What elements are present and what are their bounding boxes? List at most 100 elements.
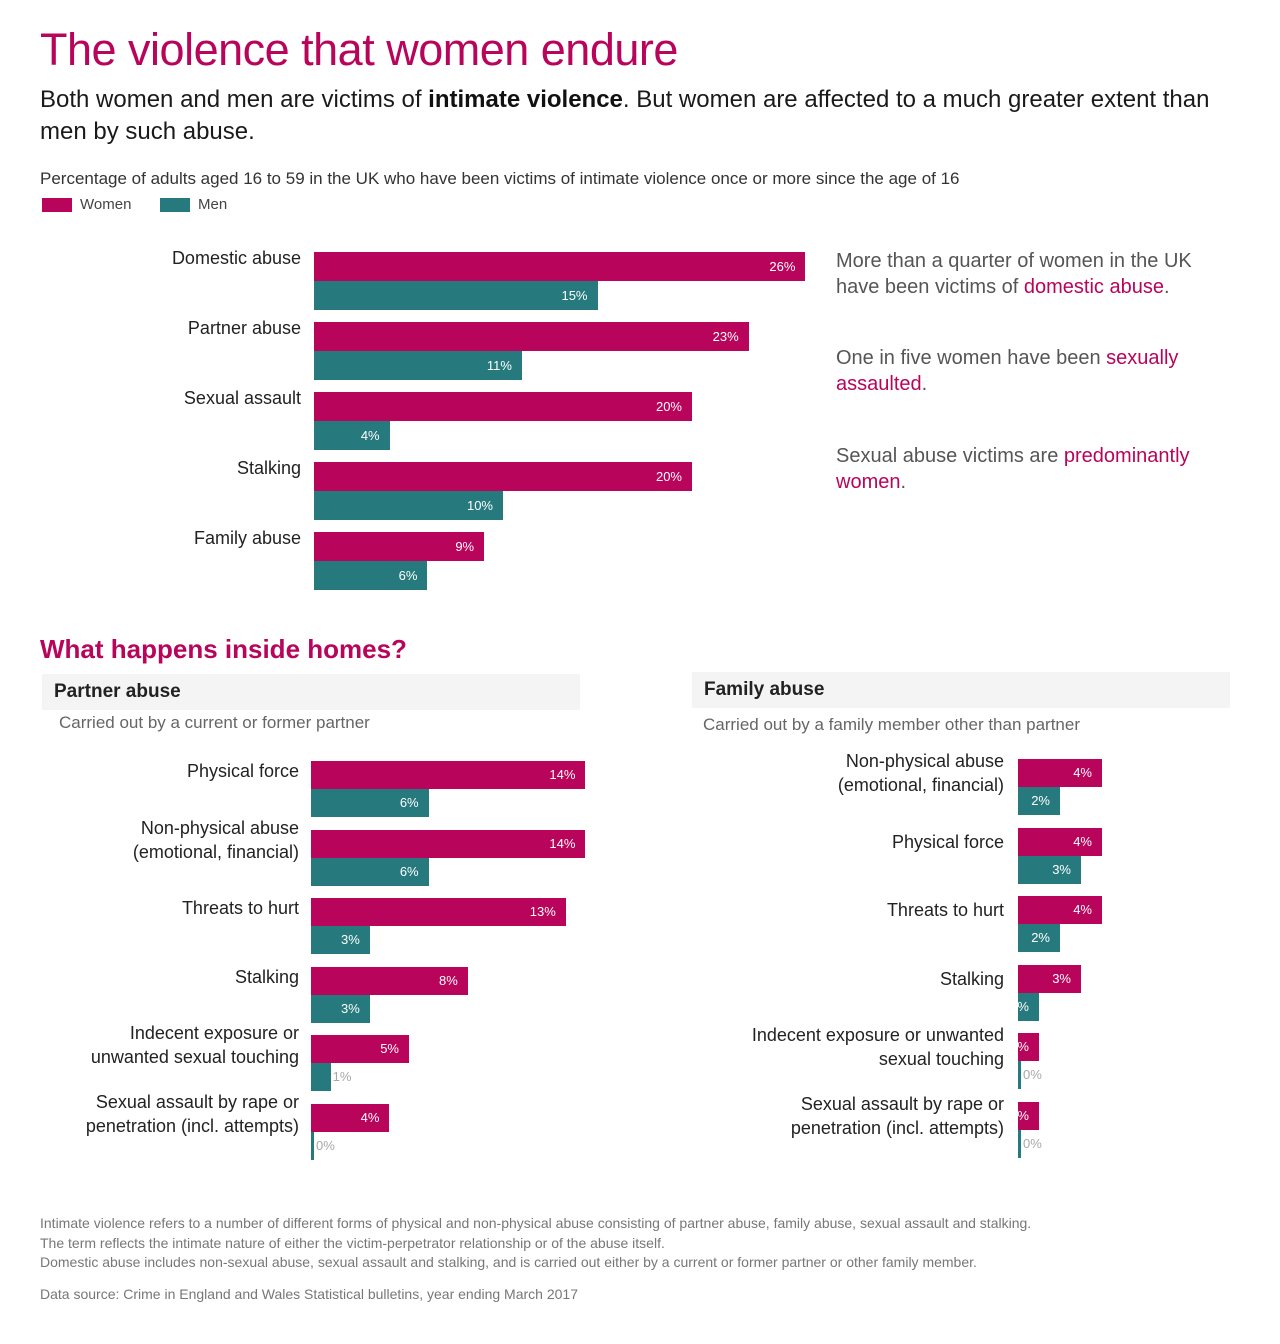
- value-label-women-physical-force: 4%: [1073, 833, 1092, 849]
- category-label-sexual-assault: Sexual assault: [183, 388, 301, 408]
- value-label-men-non-physical-abuse-emotional-financial: 6%: [399, 863, 419, 879]
- bar-women-threats-to-hurt: [1018, 896, 1102, 924]
- category-label-indecent-exposure-or-unwanted-sexual-touching: Indecent exposure or unwanted sexual touc…: [751, 1025, 1004, 1069]
- bar-men-stalking: [1018, 992, 1039, 1021]
- bar-men-partner-abuse: [314, 351, 522, 380]
- note-text-end: .: [900, 471, 907, 493]
- value-label-men-physical-force: 3%: [1052, 861, 1071, 877]
- value-label-women-sexual-assault-by-rape-or-penetration-incl-attempts: 4%: [360, 1109, 380, 1125]
- legend-swatch-men: [160, 197, 190, 212]
- panel-title-family-abuse: Family abuse: [692, 672, 1230, 708]
- subtitle-after: . But women are affected to a much great…: [40, 86, 1210, 145]
- footnotes: Intimate violence refers to a number of …: [40, 1214, 1031, 1273]
- value-label-women-indecent-exposure-or-unwanted-sexual-touching: 1%: [1010, 1039, 1029, 1054]
- data-source: Data source: Crime in England and Wales …: [40, 1286, 578, 1302]
- bar-men-physical-force: [311, 789, 429, 817]
- section-title: What happens inside homes?: [40, 634, 407, 664]
- value-label-women-threats-to-hurt: 4%: [1073, 902, 1092, 917]
- category-label-sexual-assault-by-rape-or-penetration-incl-attempts: Sexual assault by rape or penetration (in…: [790, 1093, 1004, 1138]
- category-label-stalking: Stalking: [236, 458, 301, 478]
- legend-label-men: Men: [198, 196, 228, 213]
- value-label-women-stalking: 20%: [655, 469, 682, 484]
- value-label-women-sexual-assault-by-rape-or-penetration-incl-attempts: 1%: [1010, 1107, 1029, 1123]
- bar-women-stalking: [314, 462, 692, 491]
- value-label-women-non-physical-abuse-emotional-financial: 4%: [1073, 765, 1092, 780]
- note-text: More than a quarter of women in the UK h…: [836, 250, 1192, 298]
- note-text-end: .: [921, 373, 928, 395]
- chart-description: Percentage of adults aged 16 to 59 in th…: [40, 169, 960, 188]
- bar-men-non-physical-abuse-emotional-financial: [1018, 787, 1060, 815]
- subtitle-emphasis: intimate violence: [428, 86, 623, 113]
- bar-men-sexual-assault-by-rape-or-penetration-incl-attempts: [311, 1131, 314, 1160]
- bar-women-stalking: [1018, 964, 1081, 993]
- value-label-men-domestic-abuse: 15%: [561, 288, 588, 303]
- note-highlight: predominantly women: [836, 445, 1190, 493]
- value-label-men-threats-to-hurt: 2%: [1031, 930, 1050, 945]
- panel-subtitle-partner-abuse: Carried out by a current or former partn…: [59, 713, 370, 732]
- bar-women-partner-abuse: [314, 322, 749, 351]
- bar-men-sexual-assault-by-rape-or-penetration-incl-attempts: [1018, 1129, 1021, 1158]
- value-label-women-family-abuse: 9%: [455, 539, 475, 554]
- bar-men-family-abuse: [314, 561, 428, 590]
- subtitle-before: Both women and men are victims of: [40, 86, 429, 113]
- bar-men-stalking: [311, 994, 370, 1023]
- value-label-women-non-physical-abuse-emotional-financial: 14%: [549, 835, 576, 851]
- note-predominantly-women: Sexual abuse victims are predominantly w…: [836, 443, 1216, 495]
- bar-men-domestic-abuse: [314, 281, 598, 310]
- value-label-men-non-physical-abuse-emotional-financial: 2%: [1031, 793, 1050, 808]
- bar-women-physical-force: [1018, 827, 1102, 856]
- page-subtitle: Both women and men are victims of intima…: [40, 84, 1220, 148]
- value-label-men-stalking: 3%: [341, 1000, 360, 1016]
- value-label-men-stalking: 1%: [1010, 998, 1029, 1014]
- category-label-physical-force: Physical force: [186, 761, 299, 781]
- bar-women-family-abuse: [314, 532, 485, 561]
- panel-subtitle-family-abuse: Carried out by a family member other tha…: [703, 715, 1081, 734]
- note-sexual-assault: One in five women have been sexually ass…: [836, 345, 1216, 397]
- bar-men-physical-force: [1018, 855, 1081, 884]
- note-text-end: .: [1163, 276, 1170, 298]
- bar-men-indecent-exposure-or-unwanted-sexual-touching: [1018, 1061, 1021, 1089]
- note-highlight: sexually assaulted: [836, 347, 1179, 395]
- value-label-men-sexual-assault: 4%: [360, 428, 380, 443]
- value-label-women-physical-force: 14%: [549, 767, 576, 782]
- value-label-men-threats-to-hurt: 3%: [341, 932, 360, 947]
- bar-women-sexual-assault-by-rape-or-penetration-incl-attempts: [1018, 1101, 1039, 1130]
- page-title: The violence that women endure: [40, 24, 678, 75]
- value-label-men-indecent-exposure-or-unwanted-sexual-touching: 0%: [1023, 1067, 1042, 1082]
- bar-women-stalking: [311, 966, 468, 995]
- category-label-physical-force: Physical force: [891, 831, 1004, 852]
- category-label-family-abuse: Family abuse: [193, 528, 301, 548]
- value-label-women-stalking: 8%: [439, 972, 458, 988]
- legend-item-men: Men: [160, 196, 227, 213]
- value-label-women-indecent-exposure-or-unwanted-sexual-touching: 5%: [380, 1041, 399, 1056]
- value-label-men-stalking: 10%: [466, 498, 493, 513]
- bar-men-indecent-exposure-or-unwanted-sexual-touching: [311, 1063, 331, 1091]
- bar-women-non-physical-abuse-emotional-financial: [1018, 759, 1102, 787]
- bar-women-threats-to-hurt: [311, 898, 566, 926]
- category-label-threats-to-hurt: Threats to hurt: [181, 898, 299, 918]
- note-text: Sexual abuse victims are: [836, 445, 1064, 467]
- category-label-domestic-abuse: Domestic abuse: [171, 248, 301, 268]
- category-label-threats-to-hurt: Threats to hurt: [886, 900, 1004, 920]
- bar-women-indecent-exposure-or-unwanted-sexual-touching: [1018, 1033, 1039, 1061]
- value-label-men-family-abuse: 6%: [398, 568, 418, 583]
- bar-men-threats-to-hurt: [311, 926, 370, 954]
- value-label-men-sexual-assault-by-rape-or-penetration-incl-attempts: 0%: [316, 1137, 335, 1153]
- category-label-stalking: Stalking: [234, 966, 299, 987]
- footnote-line: Domestic abuse includes non-sexual abuse…: [40, 1254, 977, 1270]
- value-label-men-partner-abuse: 11%: [486, 358, 512, 373]
- bar-women-physical-force: [311, 761, 586, 789]
- category-label-non-physical-abuse-emotional-financial: Non-physical abuse (emotional, financial): [132, 817, 299, 862]
- legend-label-women: Women: [80, 196, 132, 213]
- category-label-partner-abuse: Partner abuse: [187, 318, 301, 338]
- bar-men-non-physical-abuse-emotional-financial: [311, 857, 429, 886]
- category-label-indecent-exposure-or-unwanted-sexual-touching: Indecent exposure or unwanted sexual touc…: [90, 1023, 299, 1067]
- value-label-women-sexual-assault: 20%: [655, 399, 682, 414]
- panel-title-partner-abuse: Partner abuse: [42, 674, 580, 710]
- note-domestic-abuse: More than a quarter of women in the UK h…: [836, 248, 1216, 300]
- category-label-stalking: Stalking: [939, 968, 1004, 989]
- bar-women-sexual-assault: [314, 392, 692, 421]
- value-label-men-physical-force: 6%: [399, 795, 419, 810]
- value-label-men-sexual-assault-by-rape-or-penetration-incl-attempts: 0%: [1023, 1135, 1042, 1151]
- value-label-women-stalking: 3%: [1052, 970, 1071, 986]
